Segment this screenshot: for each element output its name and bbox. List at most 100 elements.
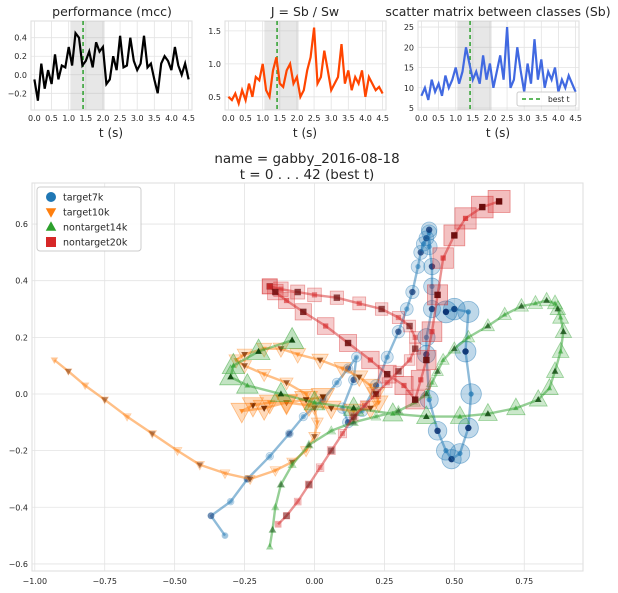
series-nontarget14k-point	[465, 334, 472, 340]
series-target10k-point	[339, 366, 346, 372]
p2-xtick-label: 1.5	[466, 114, 479, 123]
series-nontarget14k-point	[373, 413, 379, 419]
series-nontarget14k-point	[546, 385, 553, 391]
series-target10k-point	[124, 414, 130, 420]
series-nontarget20k-point	[479, 203, 486, 211]
main-trajectories	[50, 190, 573, 550]
series-target7k-halo	[298, 412, 308, 422]
series-nontarget14k-point	[289, 461, 295, 467]
p2-xtick-label: 3.5	[535, 114, 548, 123]
series-nontarget20k-point	[462, 215, 469, 222]
series-nontarget20k-halo	[381, 377, 393, 388]
series-nontarget20k-point	[339, 431, 346, 437]
panel-j-ratio-title: J = Sb / Sw	[270, 4, 339, 19]
main-xtick-label: 0.25	[376, 577, 394, 586]
p1-xtick-label: 0.5	[239, 114, 252, 123]
series-target10k-point	[101, 397, 109, 404]
series-target10k-point	[306, 403, 312, 409]
series-nontarget20k-point	[356, 300, 362, 306]
panel-sb-x-ticks: 0.0 0.5 1.0 1.5 2.0 2.5 3.0 3.5 4.0 4.5	[415, 114, 582, 123]
p0-xtick-label: 0.0	[28, 114, 41, 123]
panel-sb-y-ticks: 5 10 15 20 25	[404, 23, 414, 113]
panel-j-ratio-grid	[225, 21, 386, 110]
series-nontarget20k-point	[395, 368, 402, 375]
series-target10k-point	[316, 357, 324, 364]
series-nontarget14k-point	[484, 410, 492, 417]
panel-sb-legend: best t	[516, 91, 577, 107]
series-nontarget14k-point	[255, 347, 262, 354]
p0-ytick-label: −0.2	[8, 89, 27, 98]
series-nontarget14k-point	[557, 314, 564, 320]
series-nontarget20k-point	[378, 305, 385, 313]
series-target7k-point	[222, 532, 228, 539]
p1-ytick-label: 0.5	[208, 93, 221, 102]
p0-xtick-label: 1.5	[79, 114, 92, 123]
series-target7k-point	[457, 450, 463, 457]
series-target10k-point	[51, 358, 58, 363]
p0-xtick-label: 3.0	[131, 114, 144, 123]
series-nontarget20k-point	[406, 357, 413, 363]
series-target10k-point	[272, 468, 279, 474]
series-target10k-point	[283, 380, 290, 387]
main-xtick-label: −1.00	[23, 577, 48, 586]
series-nontarget14k-point	[513, 405, 519, 411]
series-target10k-point	[376, 400, 382, 406]
series-nontarget20k-point	[451, 232, 458, 239]
series-target10k-point	[367, 383, 374, 389]
main-title-line-1: name = gabby_2016-08-18	[214, 151, 399, 167]
series-target7k-point	[423, 235, 430, 242]
p1-xtick-label: 3.5	[342, 114, 355, 123]
series-target7k-point	[428, 305, 436, 313]
series-target10k-point	[261, 372, 267, 378]
series-nontarget20k-point	[395, 314, 402, 321]
series-nontarget20k-halo	[359, 400, 370, 411]
series-nontarget14k-halo	[436, 352, 450, 365]
p1-ytick-label: 1.5	[208, 27, 221, 36]
series-target10k-point	[196, 462, 204, 469]
p1-xtick-label: 0.0	[222, 114, 235, 123]
p2-ytick-label: 15	[404, 64, 414, 73]
series-nontarget14k-point	[390, 410, 396, 416]
series-target10k-halo	[122, 413, 132, 422]
series-nontarget14k-point	[244, 382, 251, 388]
main-legend-entries: target7k target10k nontarget14k nontarget20…	[45, 192, 128, 249]
series-nontarget20k-point	[305, 481, 313, 488]
series-target10k-halo	[80, 382, 90, 391]
series-nontarget20k-point	[333, 294, 341, 301]
p0-xtick-label: 4.0	[165, 114, 178, 123]
panel-sb: scatter matrix between classes (Sb) 0.0 0…	[385, 4, 610, 140]
series-nontarget20k-point	[411, 345, 419, 352]
series-target7k-halo	[265, 452, 274, 461]
p2-xtick-label: 0.0	[415, 114, 428, 123]
panel-sb-legend-box	[516, 91, 577, 107]
series-nontarget20k-point	[384, 370, 391, 378]
main-legend: target7k target10k nontarget14k nontarget20…	[36, 186, 142, 252]
series-target10k-halo	[269, 466, 282, 477]
series-target10k-point	[355, 374, 363, 381]
series-target10k-point	[277, 346, 285, 353]
series-target7k-point	[462, 348, 469, 355]
series-target7k-point	[425, 226, 433, 233]
series-target7k-halo	[221, 532, 229, 539]
series-nontarget20k-point	[275, 521, 281, 527]
p0-ytick-label: 0.2	[14, 52, 27, 61]
p0-xtick-label: 4.5	[182, 114, 195, 123]
series-nontarget14k-point	[267, 543, 273, 549]
main-xtick-label: 0.50	[445, 577, 463, 586]
series-target7k-point	[428, 263, 436, 270]
series-nontarget14k-point	[277, 390, 285, 397]
series-target10k-point	[311, 434, 318, 441]
series-target10k-point	[260, 405, 268, 412]
main-legend-label-nontarget14k: nontarget14k	[63, 223, 128, 234]
series-target7k-point	[434, 427, 441, 435]
series-target7k-point	[415, 263, 421, 270]
series-target10k-point	[267, 400, 273, 406]
series-target7k-point	[443, 448, 449, 454]
series-target7k-point	[227, 499, 234, 505]
series-nontarget14k-point	[534, 395, 542, 403]
main-legend-marker-target10k	[45, 208, 57, 218]
main-xtick-label: −0.50	[162, 577, 187, 586]
series-target7k-halo	[351, 351, 362, 363]
series-nontarget14k-point	[230, 362, 237, 368]
series-nontarget14k-point	[450, 344, 458, 352]
